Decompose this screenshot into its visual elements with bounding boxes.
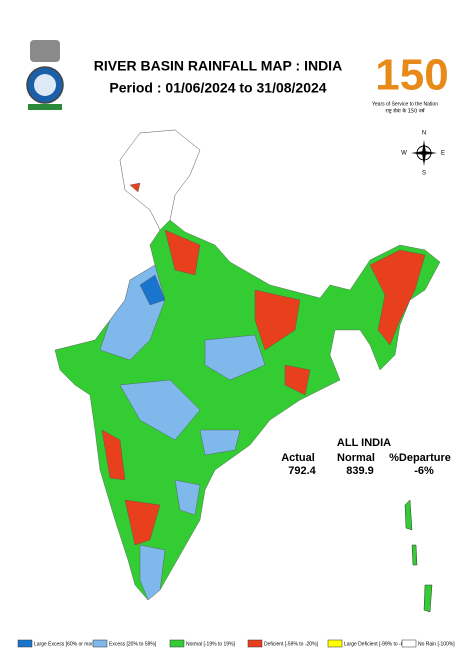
logo-hindi: राष्ट्र सेवा के 150 वर्ष	[385, 108, 425, 115]
compass-east: E	[441, 151, 445, 157]
legend-swatch	[247, 639, 263, 648]
legend-label: Excess [20% to 59%]	[109, 641, 157, 647]
map-title: RIVER BASIN RAINFALL MAP : INDIA	[94, 58, 342, 74]
summary-value: 839.9	[346, 465, 374, 477]
legend-label: No Rain [-100%]	[418, 641, 455, 647]
compass-north: N	[422, 131, 426, 137]
legend-swatch	[169, 639, 185, 648]
india-map	[54, 129, 441, 613]
emblem	[26, 40, 64, 110]
legend-label: Normal [-19% to 19%]	[186, 641, 236, 647]
summary-value: -6%	[414, 465, 434, 477]
summary-column: Normal	[337, 452, 375, 464]
compass-south: S	[422, 171, 426, 177]
legend-label: Large Excess [60% or more]	[34, 641, 98, 647]
compass: N E S W	[401, 131, 445, 177]
legend-label: Deficient [-59% to -20%]	[264, 641, 319, 647]
legend-swatch	[17, 639, 33, 648]
legend-swatch	[401, 639, 417, 648]
summary-value: 792.4	[288, 465, 316, 477]
summary-title: ALL INDIA	[337, 437, 391, 449]
logo-number: 150	[375, 51, 448, 100]
logo-tagline: Years of Service to the Nation	[372, 101, 438, 107]
legend-label: Large Deficient [-99% to -60%]	[344, 641, 413, 647]
summary-column: Actual	[281, 452, 315, 464]
compass-west: W	[401, 151, 407, 157]
summary-column: %Departure	[389, 452, 451, 464]
legend-swatch	[92, 639, 108, 648]
legend-swatch	[327, 639, 343, 648]
logo: 150 Years of Service to the Nation राष्ट…	[372, 51, 449, 115]
map-period: Period : 01/06/2024 to 31/08/2024	[109, 80, 326, 96]
